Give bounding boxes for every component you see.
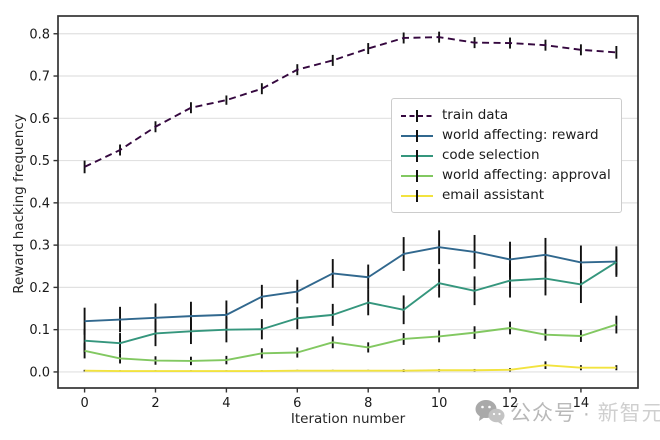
legend-marker [401,129,433,142]
y-tick-label: 0.5 [29,154,50,169]
wechat-icon [475,400,505,425]
series-line [84,364,617,373]
legend-item: world affecting: approval [400,166,611,185]
legend-item: train data [400,106,611,125]
legend-label: email assistant [442,186,545,203]
y-tick-label: 0.4 [29,196,50,211]
plot-border [57,15,639,389]
x-axis-title: Iteration number [290,411,406,427]
y-tick-label: 0.6 [29,112,50,127]
watermark-separator: · [576,402,598,425]
legend-marker [401,109,433,122]
x-tick-label: 0 [80,396,88,411]
watermark-suffix: 新智元 [597,402,660,425]
legend-label: train data [442,106,509,123]
x-tick-label: 10 [431,396,448,411]
series-line [84,36,617,168]
legend-marker [401,149,433,162]
legend-marker [401,189,433,202]
watermark-text: 公众号 · 新智元 [510,397,660,427]
series-line [84,246,617,323]
legend-label: code selection [442,146,540,163]
y-tick-label: 0.0 [29,365,50,380]
series-line [84,261,617,345]
x-tick-label: 14 [573,396,590,411]
y-tick-label: 0.3 [29,239,50,254]
series-line [84,323,617,362]
legend: train data world affecting: reward code se… [391,98,622,213]
legend-label: world affecting: approval [442,166,611,183]
y-tick-label: 0.8 [29,27,50,42]
watermark-prefix: 公众号 [510,402,576,425]
x-tick-label: 6 [293,396,301,411]
legend-marker [401,169,433,182]
legend-item: email assistant [400,186,611,205]
y-axis-title: Reward hacking frequency [11,114,27,294]
y-tick-label: 0.2 [29,281,50,296]
legend-item: world affecting: reward [400,126,611,145]
x-tick-label: 12 [502,396,519,411]
x-tick-label: 4 [222,396,230,411]
y-tick-label: 0.7 [29,70,50,85]
y-tick-label: 0.1 [29,323,50,338]
legend-item: code selection [400,146,611,165]
watermark: 公众号 · 新智元 [474,397,660,427]
legend-label: world affecting: reward [442,126,599,143]
x-tick-label: 2 [151,396,159,411]
x-tick-label: 8 [364,396,372,411]
